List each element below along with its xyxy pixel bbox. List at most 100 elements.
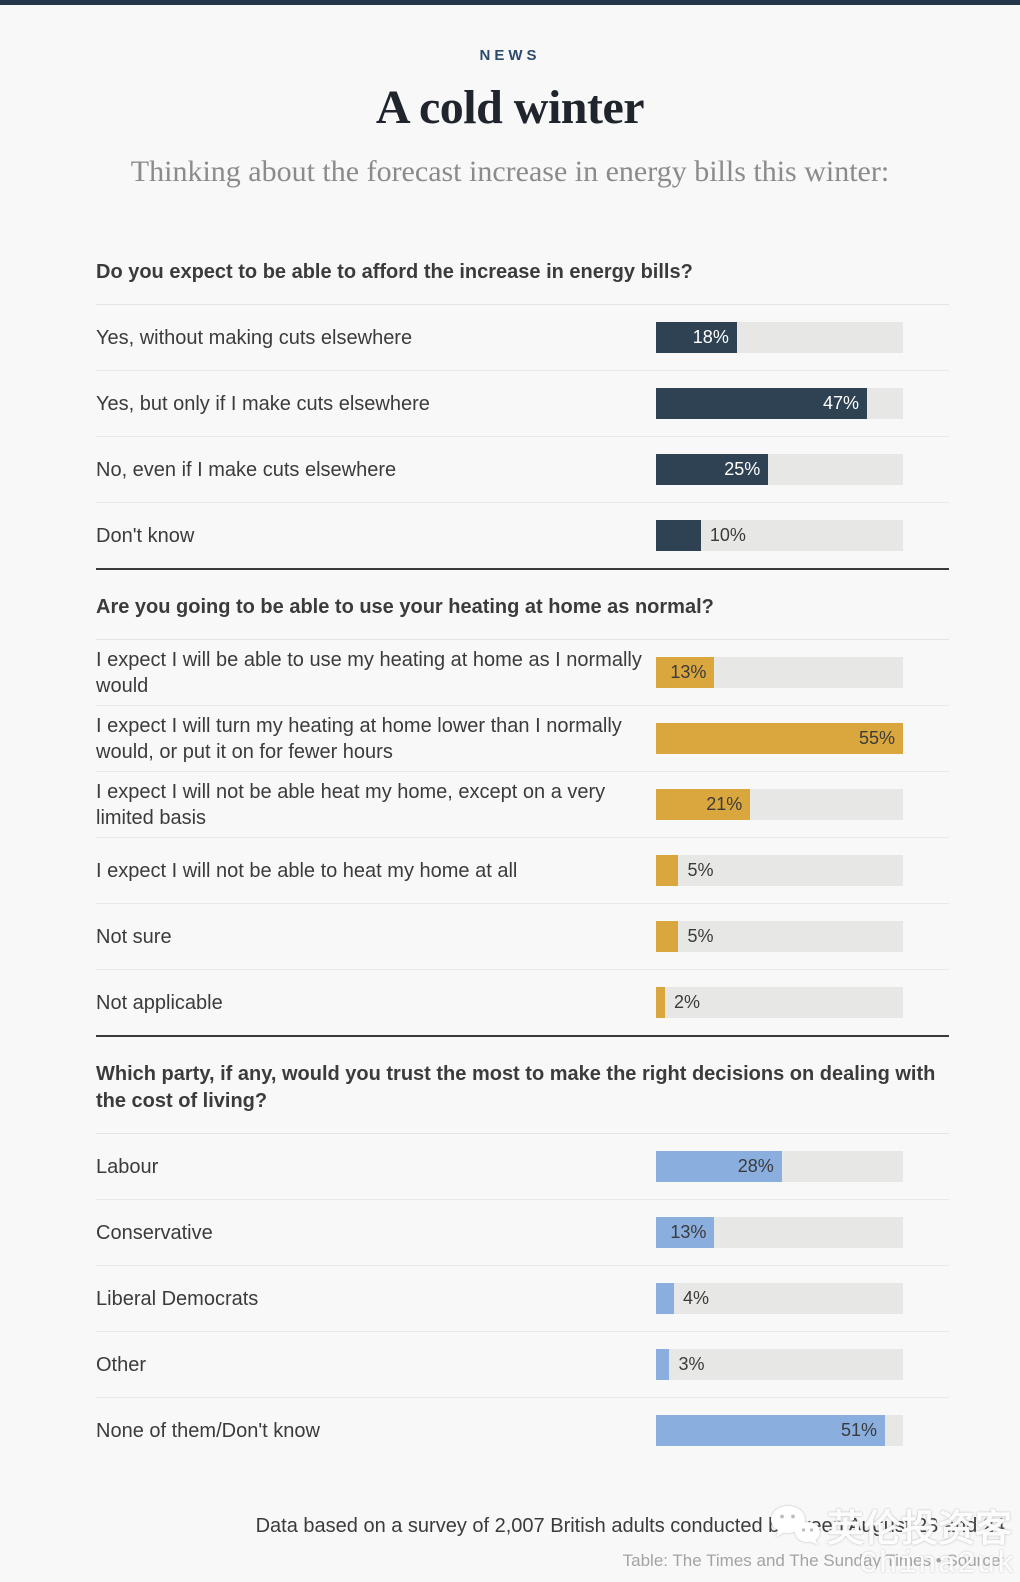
bar-value: 55% [858, 728, 895, 748]
bar-value: 18% [692, 327, 729, 347]
survey-section-2: Are you going to be able to use your hea… [96, 570, 949, 1037]
bar-value: 51% [841, 1420, 878, 1440]
bar-fill: 13% [656, 1217, 715, 1248]
row-label: None of them/Don't know [96, 1419, 320, 1442]
bar-value: 25% [724, 459, 761, 479]
table-row: Labour 28% [96, 1134, 949, 1200]
bar-track: 5% [656, 855, 903, 886]
bar-value: 28% [737, 1156, 774, 1176]
bar-cell: 10% [656, 520, 949, 551]
survey-section-1: Do you expect to be able to afford the i… [96, 253, 949, 570]
row-label: I expect I will not be able heat my home… [96, 780, 606, 829]
table-row: Yes, but only if I make cuts elsewhere 47… [96, 371, 949, 437]
row-label: Not sure [96, 925, 172, 948]
bar-track: 55% [656, 723, 903, 754]
bar-track: 21% [656, 789, 903, 820]
bar-fill: 28% [656, 1151, 782, 1182]
bar-cell: 4% [656, 1283, 949, 1314]
bar-cell: 2% [656, 987, 949, 1018]
bar-value: 21% [706, 794, 743, 814]
bar-track: 25% [656, 454, 903, 485]
bar-value: 2% [673, 992, 700, 1012]
bar-fill [656, 921, 679, 952]
bar-track: 18% [656, 322, 903, 353]
bar-value: 13% [670, 662, 707, 682]
row-label: I expect I will be able to use my heatin… [96, 648, 642, 697]
question-title: Are you going to be able to use your hea… [96, 570, 949, 640]
survey-chart: Do you expect to be able to afford the i… [96, 253, 949, 1463]
bar-fill: 13% [656, 657, 715, 688]
row-label: Don't know [96, 524, 195, 547]
row-label: Liberal Democrats [96, 1287, 259, 1310]
bar-cell: 51% [656, 1415, 949, 1446]
table-row: Yes, without making cuts elsewhere 18% [96, 305, 949, 371]
bar-fill: 47% [656, 388, 868, 419]
bar-cell: 5% [656, 855, 949, 886]
bar-value: 3% [678, 1354, 705, 1374]
table-row: Not applicable 2% [96, 970, 949, 1035]
bar-track: 10% [656, 520, 903, 551]
bar-track: 2% [656, 987, 903, 1018]
table-row: Other 3% [96, 1332, 949, 1398]
table-row: I expect I will turn my heating at home … [96, 706, 949, 772]
top-accent-bar [0, 0, 1020, 5]
row-label: Yes, but only if I make cuts elsewhere [96, 392, 430, 415]
question-title: Do you expect to be able to afford the i… [96, 253, 949, 305]
bar-cell: 47% [656, 388, 949, 419]
page-title: A cold winter [375, 81, 645, 134]
row-label: I expect I will turn my heating at home … [96, 714, 622, 763]
bar-fill: 55% [656, 723, 903, 754]
bar-track: 51% [656, 1415, 903, 1446]
table-row: I expect I will not be able heat my home… [96, 772, 949, 838]
table-row: None of them/Don't know 51% [96, 1398, 949, 1463]
bar-value: 10% [709, 525, 746, 545]
row-label: No, even if I make cuts elsewhere [96, 458, 397, 481]
survey-note: Data based on a survey of 2,007 British … [255, 1515, 1005, 1537]
row-label: Labour [96, 1155, 159, 1178]
table-row: Conservative 13% [96, 1200, 949, 1266]
bar-cell: 5% [656, 921, 949, 952]
page-subtitle: Thinking about the forecast increase in … [130, 155, 890, 188]
bar-fill: 51% [656, 1415, 886, 1446]
bar-cell: 21% [656, 789, 949, 820]
page-footer: Data based on a survey of 2,007 British … [0, 1515, 1020, 1571]
bar-cell: 55% [656, 723, 949, 754]
table-credit: Table: The Times and The Sunday Times • … [622, 1551, 1005, 1570]
bar-track: 28% [656, 1151, 903, 1182]
table-row: Don't know 10% [96, 503, 949, 568]
bar-track: 5% [656, 921, 903, 952]
bar-fill [656, 1349, 670, 1380]
question-title: Which party, if any, would you trust the… [96, 1037, 949, 1134]
bar-value: 47% [823, 393, 860, 413]
table-row: Not sure 5% [96, 904, 949, 970]
bar-fill [656, 987, 665, 1018]
bar-track: 47% [656, 388, 903, 419]
table-row: No, even if I make cuts elsewhere 25% [96, 437, 949, 503]
bar-fill: 18% [656, 322, 737, 353]
bar-cell: 13% [656, 1217, 949, 1248]
bar-fill [656, 1283, 674, 1314]
bar-cell: 18% [656, 322, 949, 353]
page-header: NEWS A cold winter Thinking about the fo… [0, 47, 1020, 189]
survey-section-3: Which party, if any, would you trust the… [96, 1037, 949, 1463]
bar-fill: 25% [656, 454, 769, 485]
row-label: Yes, without making cuts elsewhere [96, 326, 413, 349]
bar-cell: 13% [656, 657, 949, 688]
bar-cell: 28% [656, 1151, 949, 1182]
bar-track: 13% [656, 657, 903, 688]
bar-track: 4% [656, 1283, 903, 1314]
row-label: Conservative [96, 1221, 213, 1244]
bar-fill [656, 520, 701, 551]
table-row: I expect I will not be able to heat my h… [96, 838, 949, 904]
row-label: Not applicable [96, 991, 223, 1014]
bar-cell: 3% [656, 1349, 949, 1380]
row-label: I expect I will not be able to heat my h… [96, 859, 518, 882]
bar-fill [656, 855, 679, 886]
bar-track: 13% [656, 1217, 903, 1248]
bar-value: 5% [687, 860, 714, 880]
row-label: Other [96, 1353, 147, 1376]
bar-cell: 25% [656, 454, 949, 485]
bar-value: 4% [682, 1288, 709, 1308]
bar-track: 3% [656, 1349, 903, 1380]
bar-value: 13% [670, 1222, 707, 1242]
